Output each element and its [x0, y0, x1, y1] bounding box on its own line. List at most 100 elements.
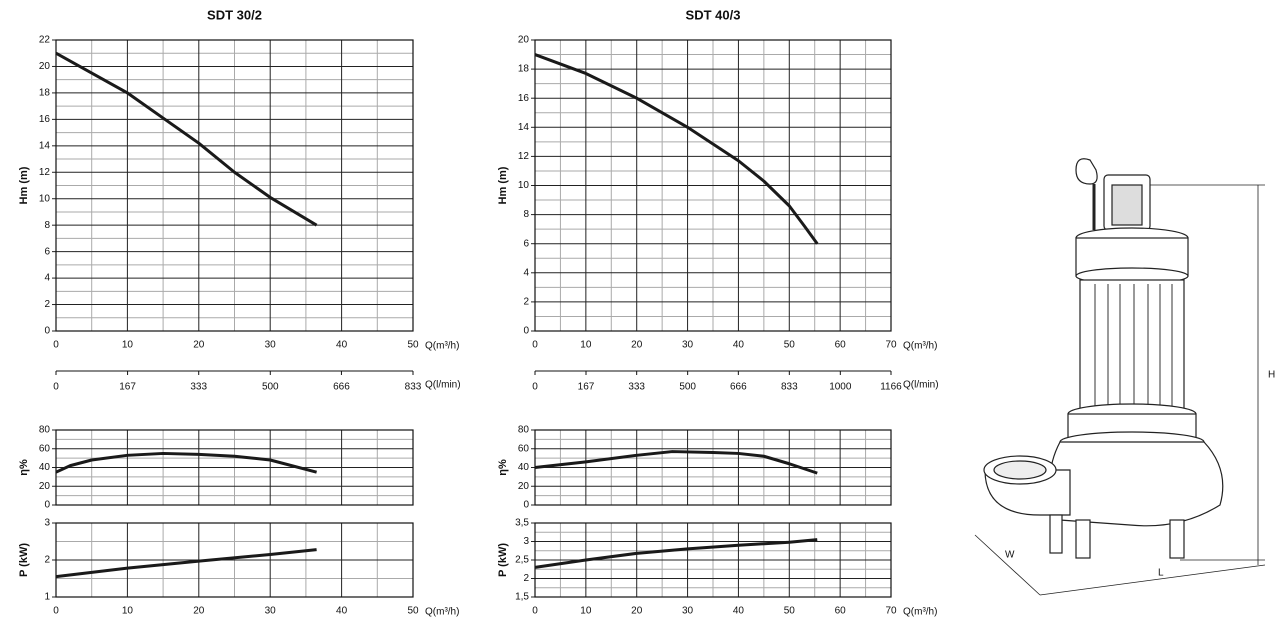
data-line: [534, 53, 819, 245]
x2-tick-label: 0: [53, 382, 59, 393]
x-tick-label: 60: [835, 340, 847, 351]
x-tick-label: 30: [682, 606, 694, 617]
length-label: L: [1158, 568, 1164, 579]
y-tick-label: 0: [44, 500, 50, 511]
plot-frame: [55, 429, 414, 506]
x-tick-label: 30: [265, 606, 277, 617]
x2-tick-label: 1166: [880, 382, 902, 393]
y-tick-label: 2: [523, 297, 529, 308]
x-tick-label: 70: [885, 340, 897, 351]
pump-drawing: [974, 158, 1266, 596]
y-tick-label: 80: [39, 425, 51, 436]
data-line: [55, 451, 317, 474]
y-axis-label: P (kW): [497, 543, 509, 577]
x2-axis-label: Q(l/min): [903, 380, 939, 391]
y-tick-label: 20: [518, 481, 530, 492]
x-tick-label: 20: [193, 606, 205, 617]
chart-title: SDT 40/3: [686, 7, 741, 22]
y-tick-label: 3: [44, 518, 50, 529]
x-tick-label: 0: [53, 606, 59, 617]
height-label: H: [1268, 370, 1275, 381]
x-tick-label: 60: [835, 606, 847, 617]
plot-frame: [55, 39, 414, 332]
y-axis-label: η%: [497, 459, 509, 476]
plot-frame: [534, 522, 892, 598]
x-axis-label: Q(m³/h): [903, 607, 937, 618]
y-tick-label: 20: [39, 61, 51, 72]
y-tick-label: 60: [518, 443, 530, 454]
y-tick-label: 18: [518, 64, 530, 75]
y-tick-label: 8: [44, 220, 50, 231]
y-tick-label: 1: [44, 592, 50, 603]
x-tick-label: 20: [193, 340, 205, 351]
y-tick-label: 14: [39, 140, 51, 151]
y-tick-label: 4: [44, 273, 50, 284]
data-line: [55, 51, 318, 227]
y-tick-label: 16: [39, 114, 51, 125]
y-tick-label: 2,5: [515, 555, 529, 566]
x2-tick-label: 666: [730, 382, 747, 393]
y-tick-label: 40: [518, 462, 530, 473]
x-tick-label: 20: [631, 340, 643, 351]
width-label: W: [1005, 550, 1015, 561]
y-tick-label: 20: [39, 481, 51, 492]
x2-tick-label: 500: [262, 382, 279, 393]
x-tick-label: 30: [682, 340, 694, 351]
x2-tick-label: 167: [119, 382, 136, 393]
x2-axis-label: Q(l/min): [425, 380, 461, 391]
x-tick-label: 0: [53, 340, 59, 351]
y-axis-label: η%: [18, 459, 30, 476]
y-tick-label: 16: [518, 93, 530, 104]
plot-frame: [55, 522, 414, 598]
x2-tick-label: 833: [781, 382, 798, 393]
x-tick-label: 30: [265, 340, 277, 351]
y-tick-label: 2: [44, 299, 50, 310]
x-tick-label: 40: [336, 606, 348, 617]
y-tick-label: 6: [523, 238, 529, 249]
x2-tick-label: 333: [190, 382, 207, 393]
x-tick-label: 40: [336, 340, 348, 351]
y-tick-label: 2: [523, 573, 529, 584]
x2-tick-label: 0: [532, 382, 538, 393]
x-tick-label: 50: [407, 606, 419, 617]
y-axis-label: P (kW): [18, 543, 30, 577]
y-tick-label: 3,5: [515, 518, 529, 529]
y-tick-label: 0: [523, 326, 529, 337]
y-tick-label: 4: [523, 267, 529, 278]
y-tick-label: 1,5: [515, 592, 529, 603]
data-line: [534, 450, 818, 475]
y-tick-label: 18: [39, 88, 51, 99]
y-tick-label: 0: [44, 326, 50, 337]
x2-tick-label: 666: [333, 382, 350, 393]
plot-frame: [534, 39, 892, 332]
data-line: [534, 538, 818, 569]
x-tick-label: 10: [122, 606, 134, 617]
x2-tick-label: 500: [679, 382, 696, 393]
x-tick-label: 70: [885, 606, 897, 617]
x-tick-label: 10: [580, 340, 592, 351]
data-line: [55, 548, 317, 579]
y-tick-label: 12: [39, 167, 51, 178]
x-tick-label: 40: [733, 340, 745, 351]
x-tick-label: 50: [784, 606, 796, 617]
x-tick-label: 40: [733, 606, 745, 617]
x-tick-label: 0: [532, 340, 538, 351]
x-tick-label: 50: [784, 340, 796, 351]
x2-tick-label: 1000: [829, 382, 852, 393]
y-tick-label: 80: [518, 425, 530, 436]
y-tick-label: 8: [523, 209, 529, 220]
y-tick-label: 10: [518, 180, 530, 191]
y-tick-label: 0: [523, 500, 529, 511]
x2-tick-label: 167: [578, 382, 595, 393]
y-tick-label: 22: [39, 35, 51, 46]
y-axis-label: Hm (m): [497, 166, 509, 204]
x-tick-label: 20: [631, 606, 643, 617]
y-tick-label: 2: [44, 555, 50, 566]
x-tick-label: 0: [532, 606, 538, 617]
y-tick-label: 6: [44, 246, 50, 257]
y-tick-label: 60: [39, 443, 51, 454]
y-tick-label: 12: [518, 151, 530, 162]
x-tick-label: 10: [580, 606, 592, 617]
